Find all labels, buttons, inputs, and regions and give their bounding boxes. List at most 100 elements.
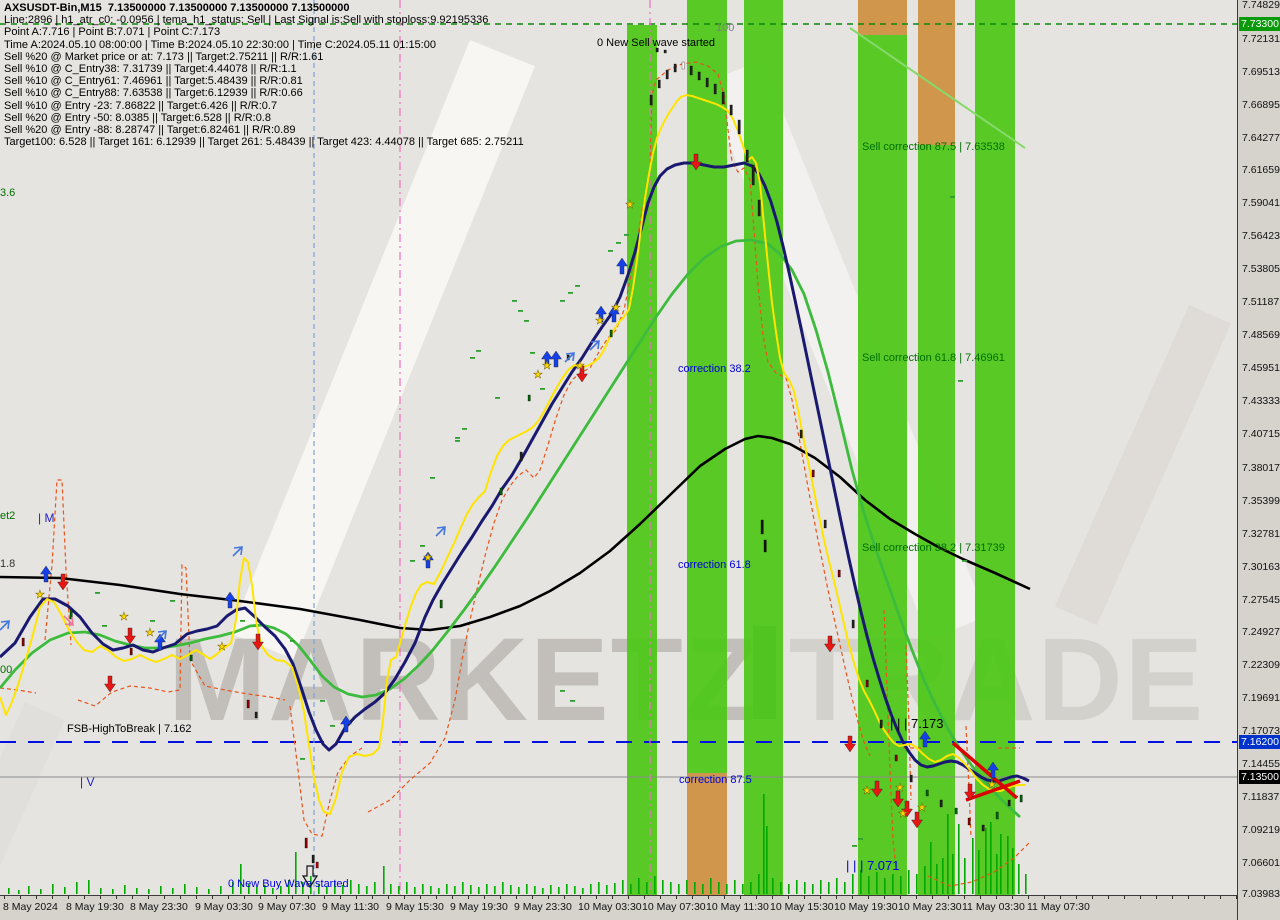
time-axis[interactable]: 8 May 2024 8 May 19:30 8 May 23:30 9 May 03… bbox=[0, 895, 1237, 920]
volume-bar bbox=[374, 882, 376, 894]
info-line: Time A:2024.05.10 08:00:00 | Time B:2024… bbox=[4, 38, 436, 51]
sell-arrow-icon bbox=[892, 790, 904, 808]
axis-tick bbox=[1124, 896, 1125, 899]
tick-mark bbox=[540, 388, 545, 390]
fast-ma-yellow bbox=[0, 94, 1026, 815]
axis-tick bbox=[1012, 896, 1013, 899]
price-label: 7.11837 bbox=[1242, 791, 1280, 803]
candle bbox=[799, 429, 803, 439]
axis-tick bbox=[1076, 896, 1077, 899]
axis-tick bbox=[356, 896, 357, 899]
axis-tick bbox=[36, 896, 37, 899]
ne-arrow-icon bbox=[589, 340, 600, 351]
tick-mark bbox=[420, 545, 425, 547]
chart-canvas[interactable]: MARKETZTRADE ★★★★★★★★★★★★★★★★ 0 New Sell… bbox=[0, 0, 1237, 895]
axis-tick bbox=[68, 896, 69, 899]
tick-mark bbox=[240, 620, 245, 622]
volume-bar bbox=[772, 878, 774, 894]
candle bbox=[721, 91, 725, 105]
axis-tick bbox=[692, 896, 693, 899]
volume-bar bbox=[342, 885, 344, 894]
volume-bar bbox=[908, 870, 910, 894]
axis-tick bbox=[516, 896, 517, 899]
volume-bar bbox=[582, 888, 584, 894]
axis-tick bbox=[740, 896, 741, 899]
volume-bar bbox=[996, 854, 998, 894]
price-label: 7.43333 bbox=[1242, 395, 1280, 407]
tick-mark bbox=[560, 690, 565, 692]
tick-mark bbox=[170, 600, 175, 602]
star-marker-icon: ★ bbox=[533, 369, 543, 381]
price-label: 7.69513 bbox=[1242, 66, 1280, 78]
candle bbox=[729, 104, 733, 116]
axis-tick bbox=[100, 896, 101, 899]
volume-bar bbox=[734, 880, 736, 894]
time-label: 9 May 23:30 bbox=[514, 901, 572, 913]
axis-tick bbox=[612, 896, 613, 899]
time-label: 8 May 19:30 bbox=[66, 901, 124, 913]
volume-bar bbox=[430, 886, 432, 894]
sar-dashed-line bbox=[77, 563, 286, 707]
candle bbox=[909, 774, 913, 783]
axis-tick bbox=[964, 896, 965, 899]
volume-bar bbox=[558, 887, 560, 894]
candle bbox=[189, 654, 193, 662]
axis-tick bbox=[948, 896, 949, 899]
highlight-band-green bbox=[687, 0, 727, 895]
highlight-band-orange bbox=[918, 0, 955, 145]
info-line: Sell %20 @ Entry -50: 8.0385 || Target:6… bbox=[4, 111, 271, 124]
volume-bar bbox=[438, 888, 440, 894]
candle bbox=[697, 71, 701, 81]
candle bbox=[939, 799, 943, 808]
candle bbox=[1019, 794, 1023, 803]
volume-bar bbox=[930, 842, 932, 894]
axis-tick bbox=[196, 896, 197, 899]
volume-bar bbox=[638, 878, 640, 894]
price-axis[interactable]: 7.74829 7.72131 7.69513 7.66895 7.64277 7.616… bbox=[1237, 0, 1280, 920]
volume-bar bbox=[763, 794, 765, 894]
highlight-band-orange bbox=[687, 773, 727, 895]
candle bbox=[745, 149, 749, 163]
volume-bar bbox=[383, 866, 385, 894]
volume-bar bbox=[302, 882, 304, 894]
volume-bar bbox=[160, 886, 162, 894]
volume-bar bbox=[1007, 836, 1009, 894]
price-label: 7.14455 bbox=[1242, 758, 1280, 770]
candle bbox=[129, 647, 133, 656]
volume-bar bbox=[916, 874, 918, 894]
price-label: 7.48569 bbox=[1242, 329, 1280, 341]
axis-tick bbox=[324, 896, 325, 899]
volume-bar bbox=[172, 888, 174, 894]
candle bbox=[246, 699, 250, 709]
axis-tick bbox=[436, 896, 437, 899]
star-marker-icon: ★ bbox=[423, 552, 433, 564]
ne-arrow-icon bbox=[435, 526, 446, 537]
axis-tick bbox=[532, 896, 533, 899]
volume-bar bbox=[526, 884, 528, 894]
tick-mark bbox=[330, 725, 335, 727]
axis-tick bbox=[868, 896, 869, 899]
volume-bar bbox=[358, 884, 360, 894]
price-label: 7.59041 bbox=[1242, 197, 1280, 209]
buy-arrow-icon bbox=[154, 633, 166, 651]
volume-bar bbox=[958, 824, 960, 894]
candle bbox=[879, 719, 883, 729]
candle bbox=[69, 609, 73, 620]
candle bbox=[649, 94, 653, 106]
tick-mark bbox=[150, 620, 155, 622]
sell-arrow-icon bbox=[871, 780, 883, 798]
volume-bar bbox=[804, 882, 806, 894]
price-label: 7.72131 bbox=[1242, 33, 1280, 45]
price-label: 7.66895 bbox=[1242, 99, 1280, 111]
volume-bar bbox=[414, 887, 416, 894]
se-arrow-icon bbox=[63, 615, 74, 626]
axis-tick bbox=[452, 896, 453, 899]
axis-tick bbox=[4, 896, 5, 899]
info-line: Sell %20 @ Entry -88: 8.28747 || Target:… bbox=[4, 124, 296, 137]
price-label: 7.27545 bbox=[1242, 594, 1280, 606]
axis-tick bbox=[260, 896, 261, 899]
volume-bar bbox=[868, 876, 870, 894]
axis-tick bbox=[164, 896, 165, 899]
time-label: 10 May 23:30 bbox=[898, 901, 962, 913]
volume-bar bbox=[598, 882, 600, 894]
